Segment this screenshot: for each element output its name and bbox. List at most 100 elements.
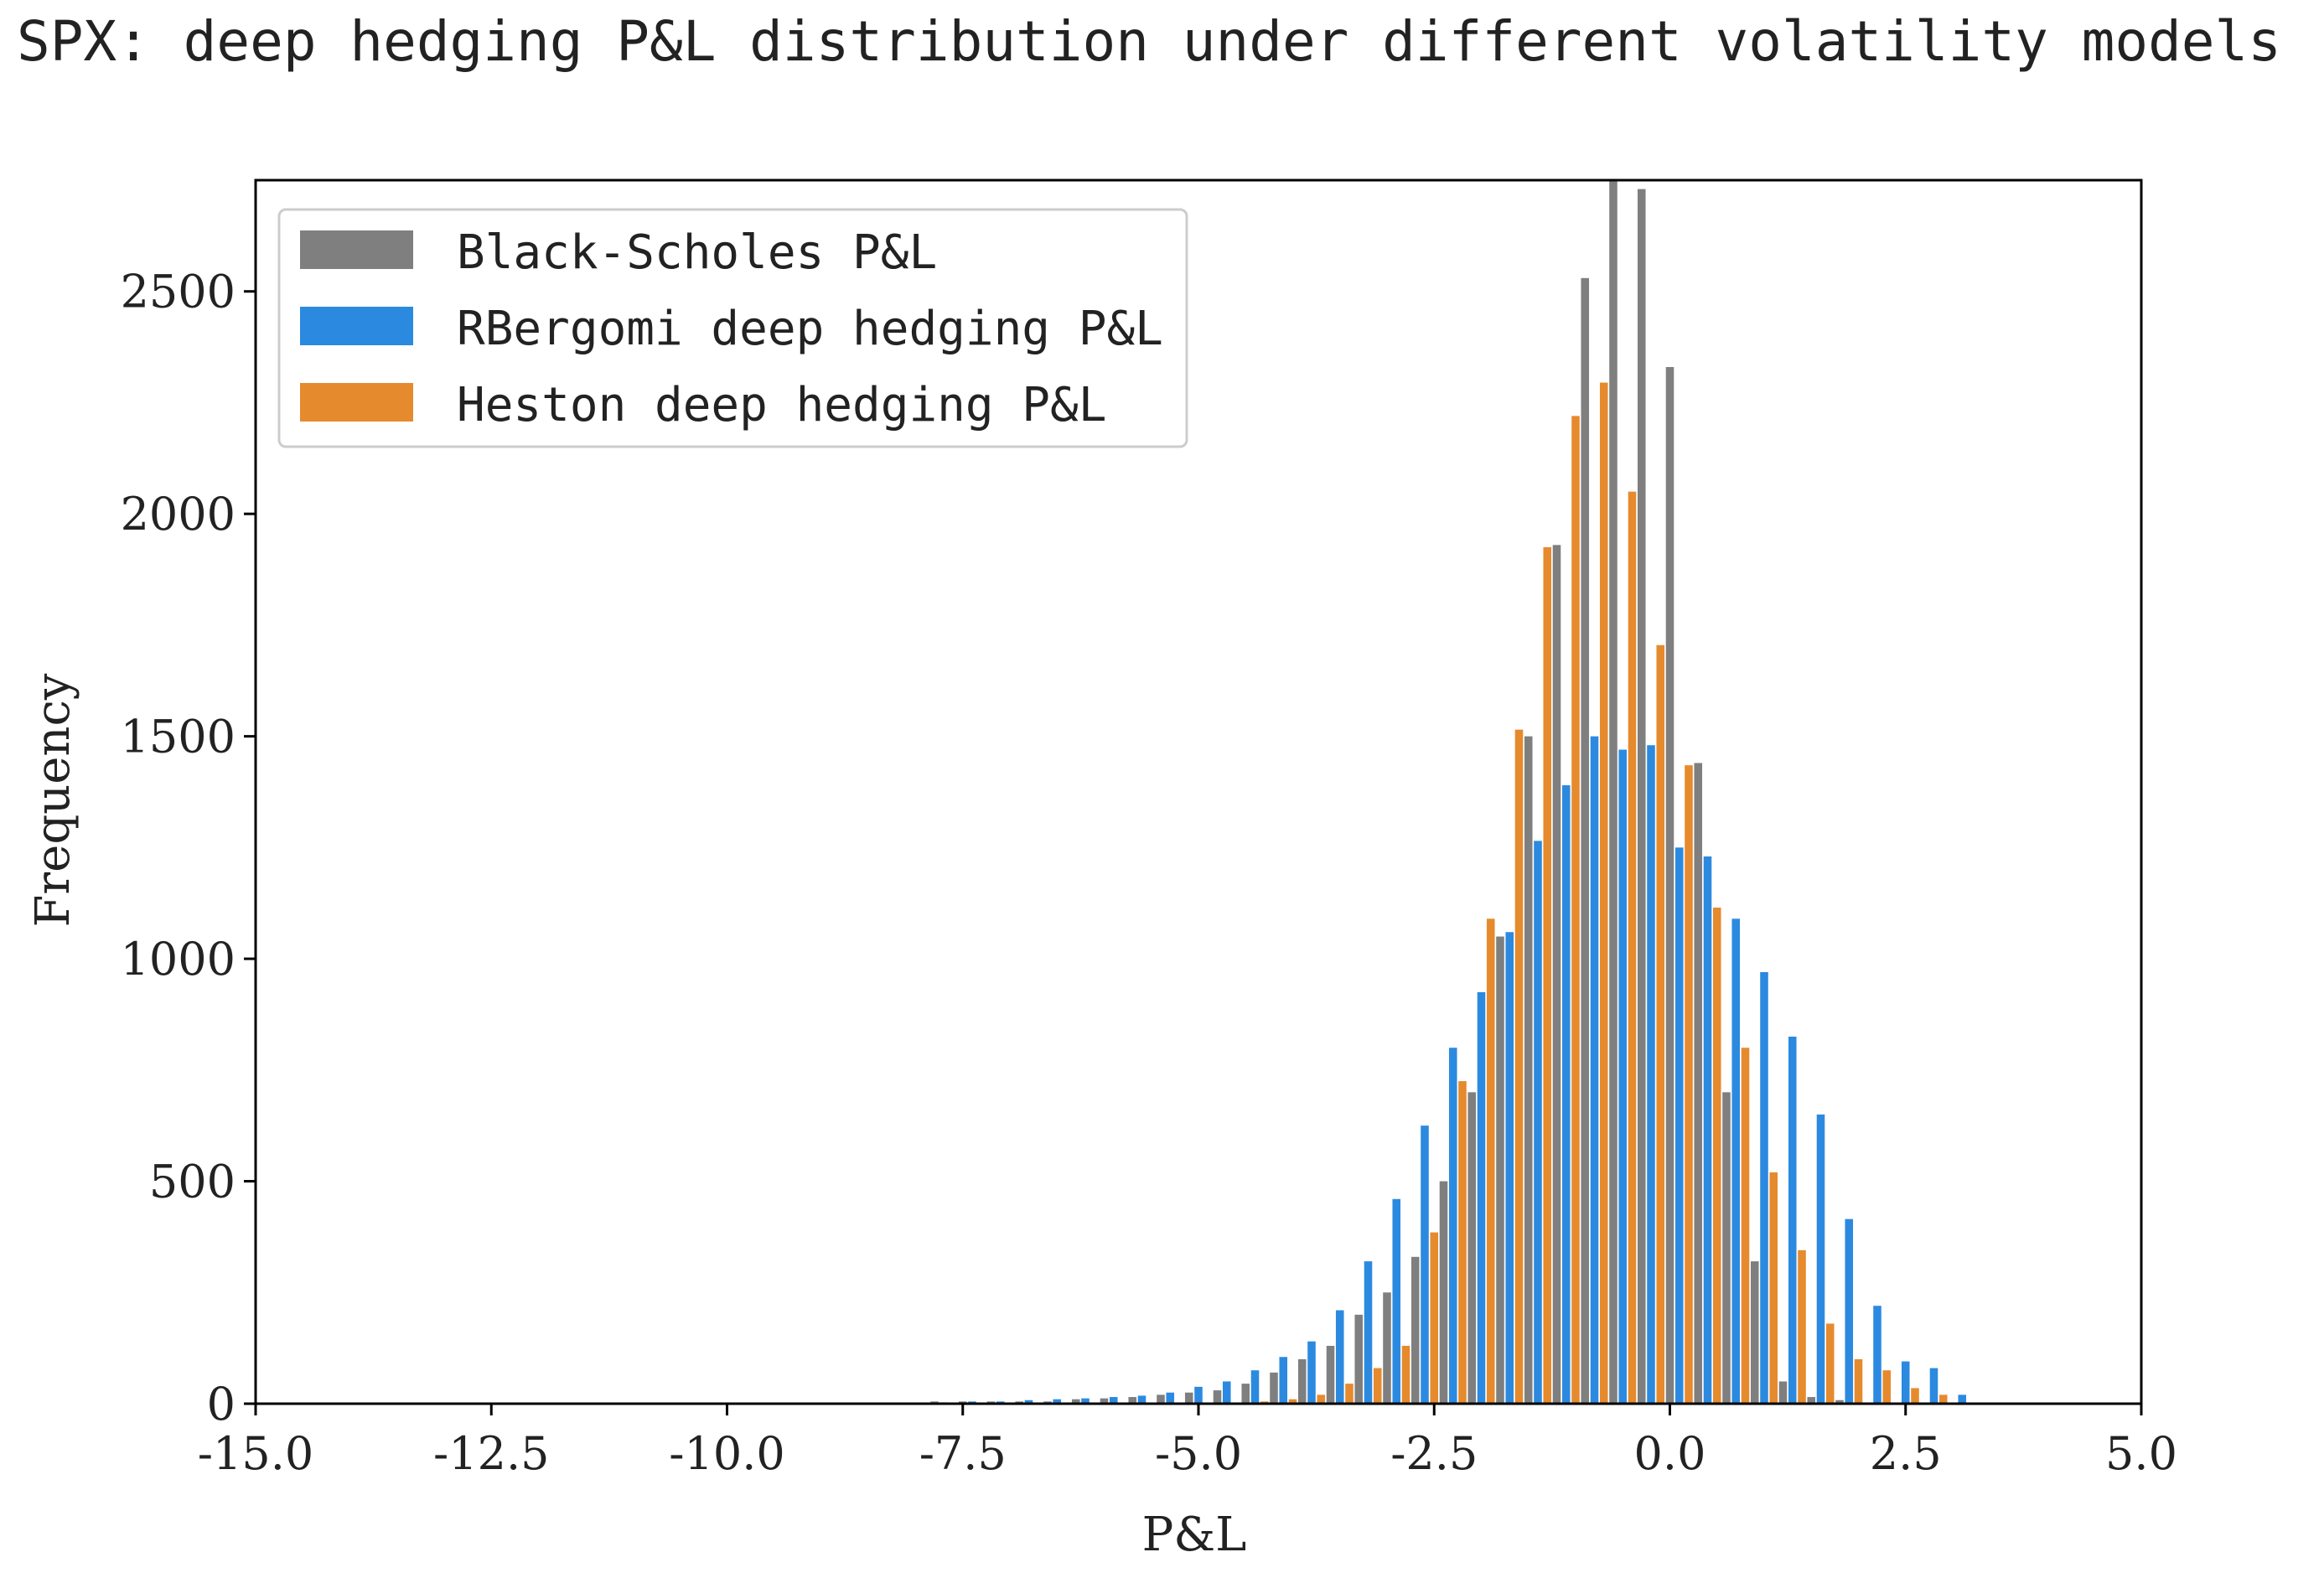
bar-rbergomi-deep-hedging-p-l-36: [1958, 1394, 1967, 1404]
bar-black-scholes-p-l-29: [1750, 1261, 1759, 1404]
y-axis-label: Frequency: [26, 673, 80, 927]
bar-heston-deep-hedging-p-l-13: [1317, 1394, 1326, 1404]
bar-heston-deep-hedging-p-l-21: [1543, 547, 1552, 1404]
bar-black-scholes-p-l-8: [1157, 1394, 1165, 1404]
bar-heston-deep-hedging-p-l-16: [1401, 1345, 1410, 1404]
bar-rbergomi-deep-hedging-p-l-35: [1929, 1368, 1938, 1404]
x-tick-label: 2.5: [1870, 1427, 1942, 1480]
bar-heston-deep-hedging-p-l-32: [1854, 1358, 1863, 1404]
bar-black-scholes-p-l-16: [1383, 1292, 1391, 1404]
x-tick-label: -15.0: [198, 1427, 313, 1480]
bar-black-scholes-p-l-9: [1184, 1392, 1193, 1404]
bar-rbergomi-deep-hedging-p-l-34: [1901, 1361, 1910, 1404]
bar-black-scholes-p-l-14: [1326, 1345, 1335, 1404]
bar-black-scholes-p-l-28: [1722, 1092, 1731, 1404]
bar-rbergomi-deep-hedging-p-l-20: [1505, 932, 1514, 1404]
bar-heston-deep-hedging-p-l-18: [1458, 1081, 1467, 1404]
bar-heston-deep-hedging-p-l-34: [1911, 1388, 1919, 1404]
bar-black-scholes-p-l-10: [1213, 1390, 1222, 1404]
bar-black-scholes-p-l-13: [1297, 1358, 1307, 1404]
bar-rbergomi-deep-hedging-p-l-16: [1392, 1198, 1401, 1404]
bar-black-scholes-p-l-19: [1467, 1092, 1477, 1404]
legend-label-black-scholes: Black-Scholes P&L: [457, 225, 937, 280]
bar-rbergomi-deep-hedging-p-l-5: [1081, 1398, 1090, 1404]
bar-black-scholes-p-l-23: [1581, 277, 1590, 1404]
legend-label-rbergomi: RBergomi deep hedging P&L: [457, 302, 1163, 356]
y-tick-label: 2500: [121, 266, 236, 318]
bar-rbergomi-deep-hedging-p-l-19: [1477, 991, 1486, 1404]
y-tick-label: 0: [207, 1378, 236, 1431]
bar-heston-deep-hedging-p-l-23: [1599, 382, 1608, 1404]
legend: Black-Scholes P&L RBergomi deep hedging …: [277, 208, 1188, 448]
bar-black-scholes-p-l-21: [1524, 736, 1533, 1404]
bar-rbergomi-deep-hedging-p-l-26: [1674, 847, 1684, 1404]
bar-rbergomi-deep-hedging-p-l-12: [1279, 1357, 1288, 1404]
x-axis: -15.0 -12.5 -10.0 -7.5 -5.0 -2.5 0.0 2.5 5.0: [198, 1404, 2177, 1480]
bar-black-scholes-p-l-5: [1071, 1399, 1080, 1404]
bar-heston-deep-hedging-p-l-27: [1712, 908, 1721, 1404]
bar-heston-deep-hedging-p-l-12: [1288, 1399, 1297, 1404]
bar-black-scholes-p-l-11: [1241, 1384, 1250, 1404]
legend-box: [277, 208, 1188, 448]
bar-rbergomi-deep-hedging-p-l-3: [1024, 1400, 1033, 1404]
bar-rbergomi-deep-hedging-p-l-14: [1335, 1310, 1344, 1404]
bar-heston-deep-hedging-p-l-20: [1514, 729, 1524, 1404]
bar-rbergomi-deep-hedging-p-l-6: [1109, 1397, 1118, 1404]
bar-heston-deep-hedging-p-l-31: [1825, 1323, 1835, 1404]
bar-black-scholes-p-l-22: [1552, 545, 1561, 1404]
bar-heston-deep-hedging-p-l-17: [1430, 1232, 1439, 1404]
bar-black-scholes-p-l-30: [1778, 1381, 1788, 1404]
bar-black-scholes-p-l-26: [1665, 366, 1674, 1405]
bar-rbergomi-deep-hedging-p-l-17: [1421, 1125, 1429, 1404]
legend-label-heston: Heston deep hedging P&L: [457, 378, 1106, 432]
bar-black-scholes-p-l-15: [1354, 1314, 1364, 1404]
bar-rbergomi-deep-hedging-p-l-23: [1590, 736, 1599, 1404]
legend-swatch-heston: [300, 383, 413, 422]
y-axis: 0 500 1000 1500 2000 2500: [121, 266, 256, 1431]
bar-rbergomi-deep-hedging-p-l-28: [1731, 918, 1741, 1404]
chart-title: SPX: deep hedging P&L distribution under…: [17, 9, 2281, 74]
bar-rbergomi-deep-hedging-p-l-8: [1166, 1392, 1175, 1404]
bar-heston-deep-hedging-p-l-28: [1741, 1048, 1750, 1404]
bar-black-scholes-p-l-12: [1270, 1372, 1278, 1404]
bar-black-scholes-p-l-18: [1439, 1181, 1448, 1404]
bar-heston-deep-hedging-p-l-19: [1486, 918, 1495, 1404]
bar-heston-deep-hedging-p-l-22: [1571, 416, 1580, 1404]
bar-rbergomi-deep-hedging-p-l-4: [1053, 1399, 1062, 1404]
bar-heston-deep-hedging-p-l-25: [1656, 644, 1665, 1404]
bar-rbergomi-deep-hedging-p-l-13: [1307, 1341, 1316, 1404]
bar-rbergomi-deep-hedging-p-l-22: [1561, 785, 1571, 1404]
x-tick-label: -5.0: [1155, 1427, 1242, 1480]
bar-heston-deep-hedging-p-l-35: [1938, 1394, 1948, 1404]
bar-rbergomi-deep-hedging-p-l-21: [1534, 841, 1542, 1404]
bar-heston-deep-hedging-p-l-30: [1798, 1249, 1806, 1404]
y-tick-label: 2000: [121, 488, 236, 541]
x-tick-label: 0.0: [1634, 1427, 1706, 1480]
bar-rbergomi-deep-hedging-p-l-18: [1448, 1048, 1457, 1404]
y-tick-label: 1500: [121, 711, 236, 763]
bar-black-scholes-p-l-6: [1100, 1398, 1109, 1404]
x-tick-label: -10.0: [669, 1427, 784, 1480]
histogram-bars: [930, 180, 1967, 1405]
bar-black-scholes-p-l-27: [1694, 763, 1703, 1404]
bar-rbergomi-deep-hedging-p-l-9: [1194, 1386, 1203, 1404]
bar-black-scholes-p-l-25: [1637, 189, 1646, 1404]
legend-swatch-rbergomi: [300, 307, 413, 345]
bar-black-scholes-p-l-31: [1807, 1397, 1816, 1404]
bar-black-scholes-p-l-20: [1496, 936, 1504, 1404]
bar-black-scholes-p-l-32: [1835, 1400, 1844, 1404]
bar-heston-deep-hedging-p-l-33: [1882, 1370, 1892, 1404]
x-tick-label: -12.5: [433, 1427, 549, 1480]
bar-heston-deep-hedging-p-l-24: [1628, 491, 1637, 1404]
legend-swatch-black-scholes: [300, 230, 413, 269]
bar-rbergomi-deep-hedging-p-l-32: [1845, 1218, 1854, 1404]
bar-heston-deep-hedging-p-l-29: [1769, 1172, 1778, 1404]
bar-rbergomi-deep-hedging-p-l-10: [1222, 1381, 1231, 1404]
bar-rbergomi-deep-hedging-p-l-30: [1788, 1037, 1797, 1404]
bar-rbergomi-deep-hedging-p-l-31: [1816, 1114, 1825, 1404]
bar-heston-deep-hedging-p-l-26: [1685, 765, 1693, 1404]
bar-heston-deep-hedging-p-l-14: [1345, 1384, 1354, 1404]
bar-black-scholes-p-l-24: [1609, 180, 1617, 1404]
x-tick-label: -7.5: [919, 1427, 1007, 1480]
